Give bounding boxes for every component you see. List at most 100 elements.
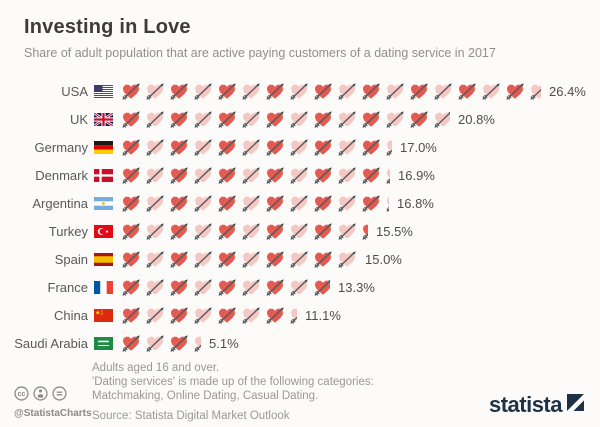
heart-with-arrow-icon: [481, 82, 501, 101]
heart-with-arrow-icon: [505, 82, 525, 101]
heart-with-arrow-icon: [265, 250, 285, 269]
flag-usa-icon: [94, 84, 113, 98]
heart-partial-icon: [193, 334, 201, 353]
statista-charts-credit: cc @StatistaCharts: [14, 386, 94, 419]
heart-bar: [121, 250, 361, 269]
chart-row: Denmark 16.9%: [0, 161, 600, 189]
heart-with-arrow-icon: [169, 138, 189, 157]
value-label: 5.1%: [209, 335, 239, 351]
flag-germany-icon: [94, 140, 113, 154]
heart-with-arrow-icon: [217, 194, 237, 213]
heart-with-arrow-icon: [145, 334, 165, 353]
heart-partial-icon: [433, 110, 450, 129]
chart-row: Turkey 15.5%: [0, 217, 600, 245]
heart-with-arrow-icon: [265, 222, 285, 241]
heart-with-arrow-icon: [337, 222, 357, 241]
chart-subtitle: Share of adult population that are activ…: [24, 46, 496, 60]
flag-turkey-icon: [94, 224, 113, 238]
heart-with-arrow-icon: [337, 138, 357, 157]
statista-logo: statista: [489, 392, 584, 418]
heart-with-arrow-icon: [289, 166, 309, 185]
heart-bar: [121, 194, 393, 213]
heart-with-arrow-icon: [169, 250, 189, 269]
heart-with-arrow-icon: [241, 278, 261, 297]
page-title: Investing in Love: [24, 16, 191, 38]
heart-with-arrow-icon: [265, 166, 285, 185]
heart-with-arrow-icon: [169, 194, 189, 213]
chart-row: Argentina 16.8%: [0, 189, 600, 217]
creative-commons-icons: cc: [14, 386, 94, 406]
footnote-line-1: Adults aged 16 and over.: [92, 362, 220, 374]
heart-with-arrow-icon: [217, 138, 237, 157]
heart-with-arrow-icon: [241, 306, 261, 325]
heart-with-arrow-icon: [241, 250, 261, 269]
cc-license-icon: cc: [14, 386, 29, 406]
heart-with-arrow-icon: [145, 306, 165, 325]
heart-with-arrow-icon: [313, 138, 333, 157]
footnotes: Adults aged 16 and over. 'Dating service…: [92, 361, 600, 423]
heart-with-arrow-icon: [145, 166, 165, 185]
heart-with-arrow-icon: [169, 82, 189, 101]
heart-with-arrow-icon: [289, 138, 309, 157]
chart-row: Spain 15.0%: [0, 245, 600, 273]
heart-with-arrow-icon: [169, 278, 189, 297]
heart-with-arrow-icon: [121, 110, 141, 129]
value-label: 15.5%: [376, 223, 413, 239]
heart-with-arrow-icon: [169, 166, 189, 185]
heart-bar: [121, 82, 545, 101]
heart-with-arrow-icon: [193, 222, 213, 241]
heart-bar: [121, 278, 334, 297]
flag-saudi-icon: [94, 336, 113, 350]
heart-with-arrow-icon: [241, 194, 261, 213]
heart-with-arrow-icon: [313, 110, 333, 129]
heart-with-arrow-icon: [193, 194, 213, 213]
cc-no-derivs-icon: [52, 386, 67, 406]
heart-bar: [121, 306, 301, 325]
source-line: Source: Statista Digital Market Outlook: [92, 410, 290, 422]
heart-with-arrow-icon: [289, 278, 309, 297]
heart-with-arrow-icon: [217, 110, 237, 129]
country-label: UK: [69, 111, 88, 127]
heart-with-arrow-icon: [241, 110, 261, 129]
svg-text:cc: cc: [18, 391, 26, 398]
heart-with-arrow-icon: [217, 250, 237, 269]
heart-with-arrow-icon: [121, 250, 141, 269]
heart-with-arrow-icon: [385, 82, 405, 101]
heart-with-arrow-icon: [289, 82, 309, 101]
heart-with-arrow-icon: [433, 82, 453, 101]
heart-with-arrow-icon: [121, 166, 141, 185]
flag-china-icon: [94, 308, 113, 322]
heart-with-arrow-icon: [145, 138, 165, 157]
flag-denmark-icon: [94, 168, 113, 182]
value-label: 13.3%: [338, 279, 375, 295]
statista-wordmark: statista: [488, 392, 563, 417]
heart-with-arrow-icon: [121, 222, 141, 241]
heart-partial-icon: [385, 166, 390, 185]
heart-with-arrow-icon: [265, 82, 285, 101]
heart-with-arrow-icon: [409, 82, 429, 101]
heart-with-arrow-icon: [289, 110, 309, 129]
statista-charts-handle: @StatistaCharts: [14, 408, 92, 419]
header: Investing in Love Share of adult populat…: [0, 0, 600, 60]
flag-argentina-icon: [94, 196, 113, 210]
heart-with-arrow-icon: [169, 334, 189, 353]
chart-row: Saudi Arabia 5.1%: [0, 329, 600, 357]
heart-with-arrow-icon: [193, 250, 213, 269]
heart-with-arrow-icon: [145, 278, 165, 297]
chart-row: France 13.3%: [0, 273, 600, 301]
heart-with-arrow-icon: [121, 278, 141, 297]
value-label: 17.0%: [400, 139, 437, 155]
country-label: USA: [61, 83, 88, 99]
heart-with-arrow-icon: [193, 110, 213, 129]
heart-with-arrow-icon: [289, 194, 309, 213]
heart-with-arrow-icon: [169, 222, 189, 241]
chart-row: UK 20.8%: [0, 105, 600, 133]
country-label: Argentina: [32, 195, 88, 211]
heart-with-arrow-icon: [265, 306, 285, 325]
heart-bar: [121, 166, 394, 185]
heart-partial-icon: [385, 194, 389, 213]
heart-with-arrow-icon: [121, 82, 141, 101]
heart-with-arrow-icon: [361, 110, 381, 129]
heart-with-arrow-icon: [313, 222, 333, 241]
heart-bar: [121, 138, 396, 157]
